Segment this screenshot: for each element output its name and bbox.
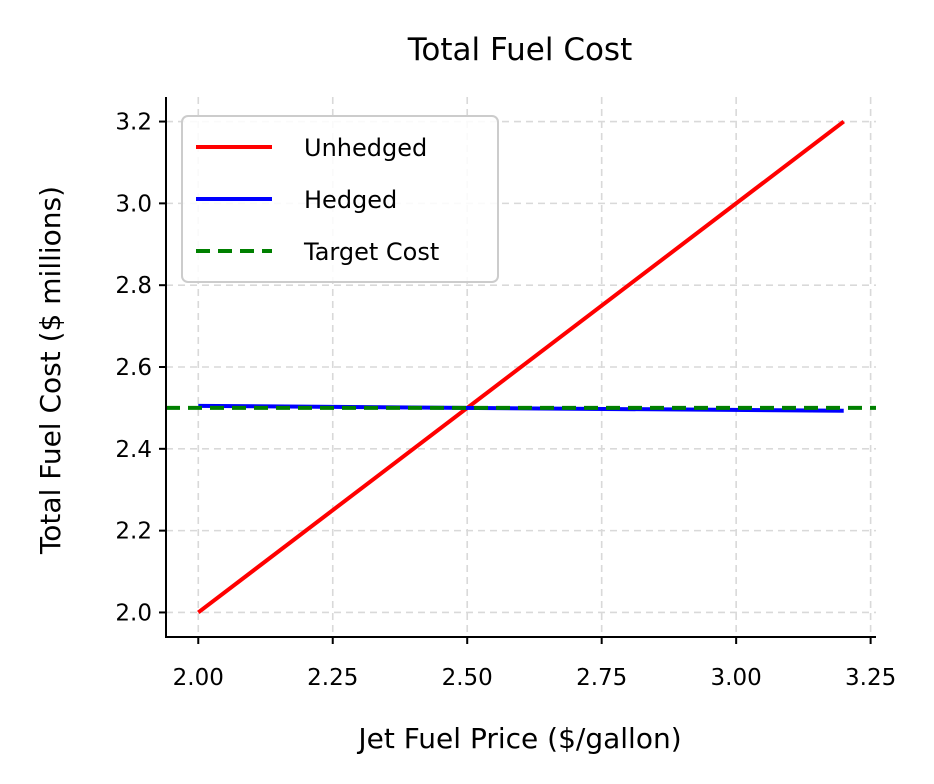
x-tick-label: 2.25 bbox=[307, 665, 358, 691]
y-tick-label: 2.2 bbox=[115, 519, 152, 545]
x-tick-label: 3.00 bbox=[711, 665, 762, 691]
x-tick-label: 2.00 bbox=[173, 665, 224, 691]
legend-label-hedged: Hedged bbox=[304, 186, 397, 214]
y-tick-label: 3.2 bbox=[115, 110, 152, 136]
x-tick-label: 2.50 bbox=[442, 665, 493, 691]
legend-label-target-cost: Target Cost bbox=[303, 238, 439, 266]
series-line-unhedged bbox=[197, 119, 845, 615]
y-tick-label: 2.4 bbox=[115, 437, 152, 463]
y-tick-label: 2.6 bbox=[115, 355, 152, 381]
ticks: 2.00 2.25 2.50 2.75 3.00 3.25 2.0 2.2 2.4 2.6 2.8 3… bbox=[115, 110, 896, 691]
y-tick-label: 2.8 bbox=[115, 273, 152, 299]
series-layer bbox=[166, 119, 876, 615]
legend-box bbox=[181, 115, 499, 283]
x-tick-label: 3.25 bbox=[845, 665, 896, 691]
chart-title: Total Fuel Cost bbox=[407, 32, 633, 68]
y-tick-label: 3.0 bbox=[115, 191, 152, 217]
y-tick-label: 2.0 bbox=[115, 600, 152, 626]
y-axis-label: Total Fuel Cost ($ millions) bbox=[34, 186, 67, 555]
legend: Unhedged Hedged Target Cost bbox=[181, 115, 499, 283]
x-axis-label: Jet Fuel Price ($/gallon) bbox=[356, 722, 681, 755]
legend-label-unhedged: Unhedged bbox=[304, 134, 427, 162]
x-tick-label: 2.75 bbox=[576, 665, 627, 691]
